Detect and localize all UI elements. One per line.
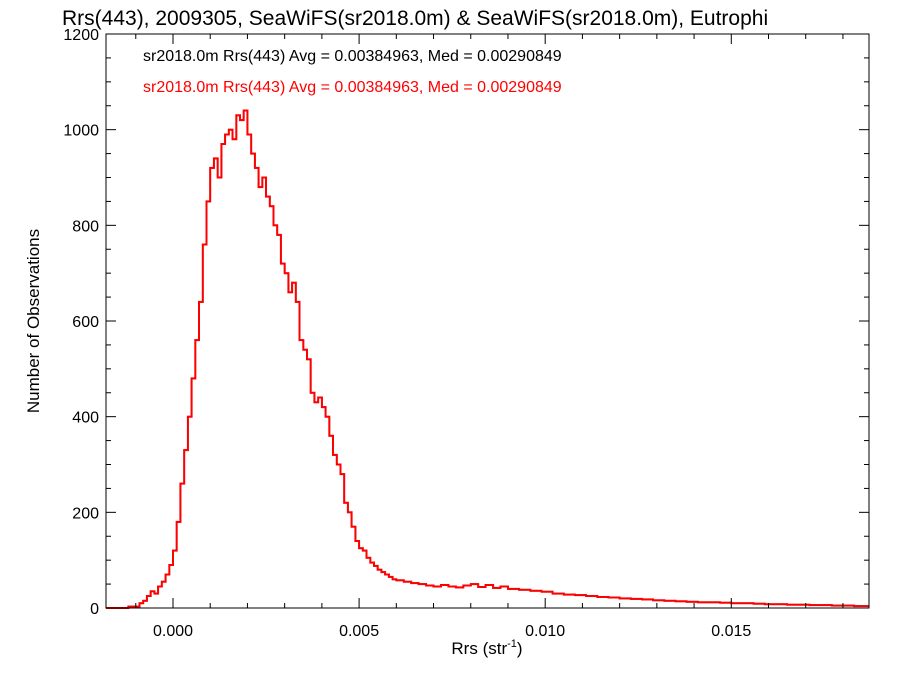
legend-entry-2: sr2018.0m Rrs(443) Avg = 0.00384963, Med… xyxy=(143,79,562,96)
x-tick-label: 0.015 xyxy=(711,623,751,640)
x-tick-label: 0.000 xyxy=(153,623,193,640)
y-tick-label: 800 xyxy=(72,218,99,235)
y-tick-label: 400 xyxy=(72,410,99,427)
series-line-1 xyxy=(106,109,869,609)
y-tick-label: 1000 xyxy=(63,123,99,140)
legend: sr2018.0m Rrs(443) Avg = 0.00384963, Med… xyxy=(143,48,562,96)
x-axis-label-close: ) xyxy=(517,639,523,658)
y-tick-label: 600 xyxy=(72,314,99,331)
x-axis-label-superscript: -1 xyxy=(507,638,517,650)
chart-title: Rrs(443), 2009305, SeaWiFS(sr2018.0m) & … xyxy=(62,7,768,30)
y-tick-label: 0 xyxy=(90,601,99,618)
y-tick-label: 200 xyxy=(72,505,99,522)
x-tick-label: 0.005 xyxy=(339,623,379,640)
x-axis-label-text: Rrs (str xyxy=(451,639,507,658)
legend-entry-1: sr2018.0m Rrs(443) Avg = 0.00384963, Med… xyxy=(143,48,562,65)
y-axis-label: Number of Observations xyxy=(24,229,43,413)
y-tick-label: 1200 xyxy=(63,27,99,44)
plot-frame xyxy=(105,33,870,609)
series-line-2 xyxy=(106,109,869,609)
x-tick-label: 0.010 xyxy=(525,623,565,640)
x-axis-label: Rrs (str-1) xyxy=(451,638,522,658)
